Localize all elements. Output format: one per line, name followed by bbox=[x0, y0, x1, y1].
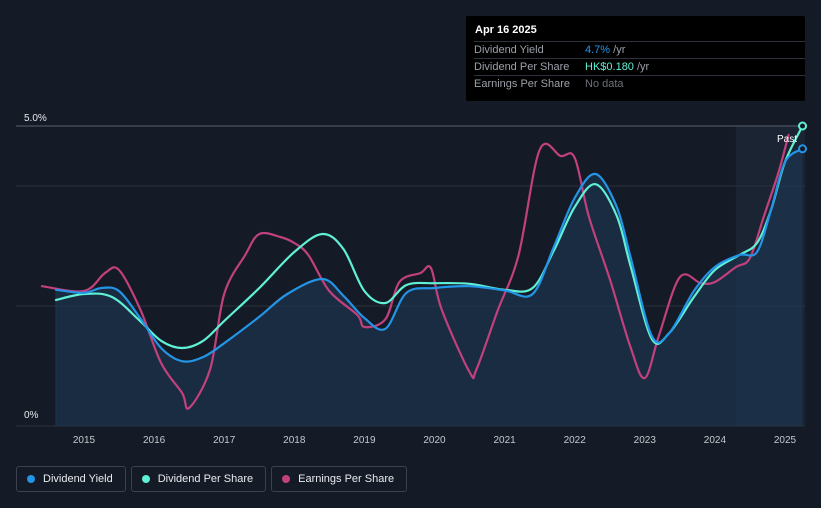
tooltip-label: Dividend Yield bbox=[474, 44, 544, 56]
x-tick-label: 2023 bbox=[634, 435, 657, 446]
x-tick-label: 2019 bbox=[353, 435, 376, 446]
y-tick-label: 0% bbox=[24, 410, 39, 421]
series-line-earnings-per-share bbox=[40, 133, 790, 410]
tooltip-value: 4.7% /yr bbox=[585, 44, 625, 56]
legend-label: Earnings Per Share bbox=[298, 473, 395, 485]
series-lines bbox=[40, 121, 808, 410]
tooltip-value: No data bbox=[585, 78, 624, 90]
x-tick-label: 2015 bbox=[73, 435, 96, 446]
dividend-yield-area bbox=[56, 148, 803, 427]
x-tick-label: 2022 bbox=[564, 435, 587, 446]
legend-dot-icon bbox=[282, 475, 291, 483]
tooltip-value-number: 4.7% bbox=[585, 44, 611, 56]
series-end-point[interactable] bbox=[798, 144, 808, 154]
series-line-dividend-per-share bbox=[54, 124, 804, 350]
tooltip: Apr 16 2025 Dividend Yield 4.7% /yr Divi… bbox=[466, 16, 805, 101]
x-tick-label: 2020 bbox=[423, 435, 446, 446]
legend: Dividend Yield Dividend Per Share Earnin… bbox=[16, 466, 408, 492]
legend-item-dividend-yield[interactable]: Dividend Yield bbox=[16, 466, 126, 492]
legend-item-earnings-per-share[interactable]: Earnings Per Share bbox=[271, 466, 408, 492]
x-tick-label: 2016 bbox=[143, 435, 166, 446]
tooltip-row-dividend-per-share: Dividend Per Share HK$0.180 /yr bbox=[474, 58, 805, 76]
tooltip-value-unit: /yr bbox=[610, 44, 626, 56]
past-label: Past bbox=[777, 134, 797, 145]
legend-label: Dividend Per Share bbox=[157, 473, 254, 485]
series-line-dividend-yield bbox=[54, 147, 804, 363]
tooltip-value-number: HK$0.180 bbox=[585, 61, 634, 73]
tooltip-value: HK$0.180 /yr bbox=[585, 61, 649, 73]
tooltip-value-number: No data bbox=[585, 78, 624, 90]
tooltip-label: Dividend Per Share bbox=[474, 61, 570, 73]
tooltip-row-earnings-per-share: Earnings Per Share No data bbox=[474, 75, 805, 93]
tooltip-value-unit: /yr bbox=[633, 61, 650, 73]
y-tick-label: 5.0% bbox=[24, 113, 47, 124]
x-axis: 2015 2016 2017 2018 2019 2020 2021 2022 2023 2024… bbox=[73, 435, 797, 446]
legend-item-dividend-per-share[interactable]: Dividend Per Share bbox=[130, 466, 267, 492]
x-tick-label: 2025 bbox=[774, 435, 797, 446]
y-axis: 5.0% 0% bbox=[24, 113, 47, 421]
tooltip-row-dividend-yield: Dividend Yield 4.7% /yr bbox=[474, 41, 805, 59]
legend-label: Dividend Yield bbox=[43, 473, 113, 485]
legend-dot-icon bbox=[27, 475, 35, 483]
x-tick-label: 2024 bbox=[704, 435, 727, 446]
x-tick-label: 2018 bbox=[283, 435, 306, 446]
tooltip-date: Apr 16 2025 bbox=[475, 24, 537, 36]
tooltip-label: Earnings Per Share bbox=[474, 78, 570, 90]
x-tick-label: 2021 bbox=[493, 435, 516, 446]
series-end-point[interactable] bbox=[798, 121, 808, 131]
x-tick-label: 2017 bbox=[213, 435, 236, 446]
legend-dot-icon bbox=[141, 475, 150, 483]
